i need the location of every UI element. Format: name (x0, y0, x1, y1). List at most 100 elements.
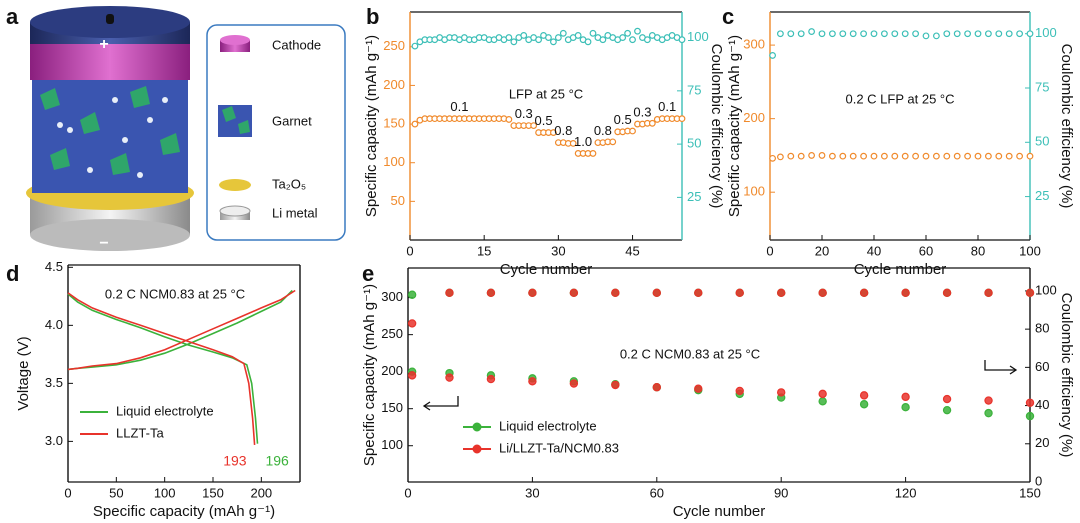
y-tick-label: 100 (381, 437, 403, 452)
data-point (797, 152, 805, 160)
legend-label: Cathode (272, 37, 321, 52)
data-point (984, 396, 993, 405)
data-point (829, 30, 836, 38)
data-point (1025, 288, 1035, 298)
y2-tick-label: 100 (1035, 25, 1057, 40)
data-point (505, 116, 513, 123)
annotation: 0.2 C NCM0.83 at 25 °C (105, 286, 245, 301)
li-ions (57, 97, 168, 178)
annotation: 0.2 C NCM0.83 at 25 °C (620, 346, 760, 361)
y-tick-label: 250 (381, 326, 403, 341)
data-point (569, 288, 579, 298)
x-axis-label: Cycle number (854, 261, 947, 278)
y-tick-label: 150 (381, 400, 403, 415)
data-point (407, 290, 417, 299)
data-line (67, 289, 296, 445)
data-point (643, 36, 651, 44)
data-line (67, 289, 293, 444)
value-annotation: 193 (223, 453, 247, 469)
data-point (859, 400, 869, 409)
data-point (407, 371, 417, 380)
x-tick-label: 100 (154, 485, 176, 500)
legend-marker (472, 422, 482, 432)
y-tick-label: 250 (383, 38, 405, 53)
data-point (860, 152, 867, 160)
x-tick-label: 200 (250, 485, 272, 500)
minus-sign: − (99, 235, 108, 252)
x-tick-label: 100 (1019, 243, 1041, 258)
rate-label: 0.5 (614, 112, 632, 127)
rate-label: 0.1 (450, 99, 468, 114)
panel-label: c (722, 4, 734, 29)
data-point (1026, 30, 1034, 38)
data-point (584, 38, 592, 46)
data-point (995, 30, 1003, 38)
data-point (520, 32, 528, 39)
data-point (1016, 30, 1023, 38)
data-point (619, 34, 627, 41)
terminal (106, 14, 114, 24)
legend-marker (472, 444, 482, 454)
data-point (777, 388, 786, 397)
data-point (891, 30, 899, 38)
legend-label: Liquid electrolyte (116, 403, 214, 418)
data-point (985, 30, 992, 38)
data-point (953, 152, 961, 160)
data-point (787, 30, 795, 38)
rate-label: 1.0 (574, 134, 592, 149)
x-tick-label: 0 (766, 243, 773, 258)
x-tick-label: 20 (815, 243, 829, 258)
data-point (942, 405, 952, 415)
data-point (881, 30, 888, 38)
y2-tick-label: 75 (687, 82, 701, 97)
y2-tick-label: 25 (687, 189, 701, 204)
y-axis-label: Specific capacity (mAh g⁻¹) (363, 35, 380, 217)
battery-illustration (26, 6, 194, 251)
data-point (611, 288, 620, 298)
panel-label: b (366, 4, 379, 29)
rate-label: 0.3 (633, 105, 651, 120)
data-point (901, 392, 910, 402)
data-point (942, 288, 952, 298)
data-point (554, 34, 562, 41)
annotation: 0.2 C LFP at 25 °C (845, 91, 954, 106)
x-tick-label: 120 (895, 485, 917, 500)
data-point (510, 38, 518, 46)
data-point (589, 150, 597, 157)
data-point (648, 119, 656, 127)
data-point (411, 42, 419, 50)
value-annotation: 196 (265, 453, 289, 469)
data-point (818, 389, 827, 399)
data-point (550, 129, 557, 136)
x-tick-label: 150 (202, 485, 224, 500)
data-point (859, 391, 869, 400)
data-point (1016, 152, 1023, 160)
data-point (984, 288, 993, 298)
x-tick-label: 45 (625, 243, 639, 258)
data-point (808, 152, 815, 159)
data-point (849, 30, 857, 38)
y-tick-label: 200 (383, 77, 405, 92)
data-point (445, 373, 454, 382)
data-point (535, 36, 542, 44)
y-tick-label: 50 (391, 193, 405, 208)
y-tick-label: 200 (381, 363, 403, 378)
y-axis-label: Voltage (V) (15, 336, 32, 410)
y-tick-label: 150 (383, 116, 405, 131)
x-tick-label: 150 (1019, 485, 1041, 500)
data-point (912, 30, 919, 38)
data-point (964, 152, 971, 160)
y2-tick-label: 25 (1035, 188, 1049, 203)
y2-tick-label: 80 (1035, 321, 1049, 336)
data-point (933, 152, 940, 160)
data-point (411, 120, 419, 128)
y-axis-label: Specific capacity (mAh g⁻¹) (361, 284, 378, 466)
data-point (589, 29, 597, 37)
legend-icons (218, 35, 252, 220)
data-point (818, 152, 826, 159)
x-tick-label: 15 (477, 243, 491, 258)
legend-label: LLZT-Ta (116, 425, 164, 440)
y2-tick-label: 20 (1035, 435, 1049, 450)
data-point (545, 34, 552, 41)
